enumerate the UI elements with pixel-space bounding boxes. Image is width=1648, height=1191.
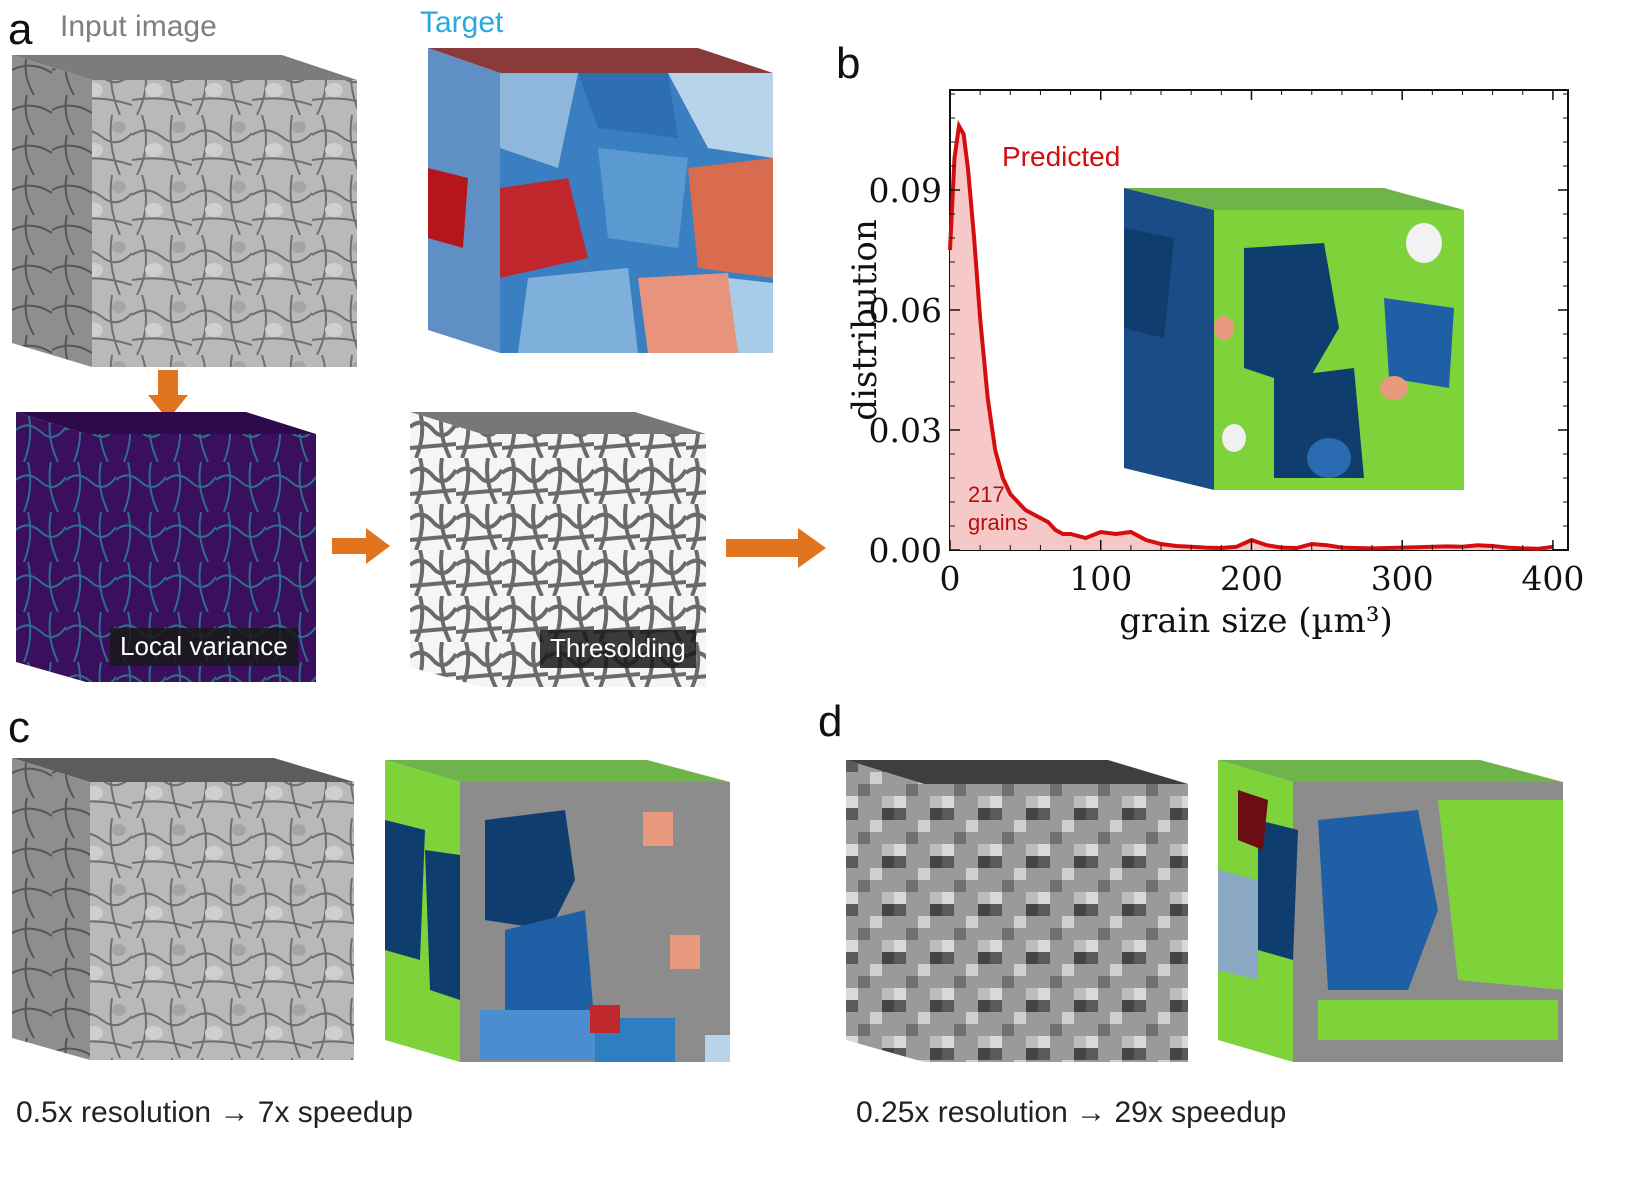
panel-c-color-cube: [385, 760, 735, 1065]
y-tick-label: 0.00: [869, 531, 942, 570]
y-tick-label: 0.03: [869, 411, 942, 450]
input-image-title: Input image: [60, 10, 217, 43]
annotation-grains: grains: [968, 510, 1028, 535]
panel-c-letter: c: [8, 703, 30, 752]
x-tick-label: 300: [1371, 559, 1434, 598]
input-image-cube: [12, 55, 372, 370]
y-tick-label: 0.06: [869, 291, 942, 330]
series-name-predicted: Predicted: [1002, 141, 1120, 172]
down-arrow: [148, 370, 188, 420]
annotation-217: 217: [968, 482, 1005, 507]
x-axis-label: grain size (µm³): [1119, 601, 1393, 641]
x-tick-label: 400: [1521, 559, 1584, 598]
panel-d-caption: 0.25x resolution → 29x speedup: [856, 1096, 1287, 1129]
panel-b-letter: b: [836, 39, 861, 88]
panel-c-gray-cube: [12, 758, 360, 1063]
panel-a-letter: a: [8, 5, 33, 54]
predicted-inset-cube: [1124, 188, 1469, 493]
grain-size-chart: 0 100 200 300 400 0.00 0.03 0.06 0.09 distributi…: [845, 89, 1584, 641]
right-arrow-1: [332, 528, 390, 564]
panel-c-caption: 0.5x resolution → 7x speedup: [16, 1096, 413, 1129]
panel-d-gray-cube: [846, 760, 1194, 1065]
right-arrow-2: [726, 528, 826, 568]
x-tick-label: 100: [1069, 559, 1132, 598]
series-area-predicted: [950, 126, 1553, 550]
panel-d-color-cube: [1218, 760, 1568, 1065]
y-tick-label: 0.09: [869, 171, 942, 210]
target-cube: [428, 48, 778, 358]
local-variance-label: Local variance: [110, 628, 298, 666]
panel-d-letter: d: [818, 697, 843, 746]
thresholding-label: Thresolding: [540, 630, 696, 668]
x-tick-label: 0: [940, 559, 961, 598]
series-line-predicted: [948, 119, 1554, 551]
x-tick-label: 200: [1220, 559, 1283, 598]
target-title: Target: [420, 6, 504, 39]
y-axis-label: distribution: [845, 219, 885, 420]
